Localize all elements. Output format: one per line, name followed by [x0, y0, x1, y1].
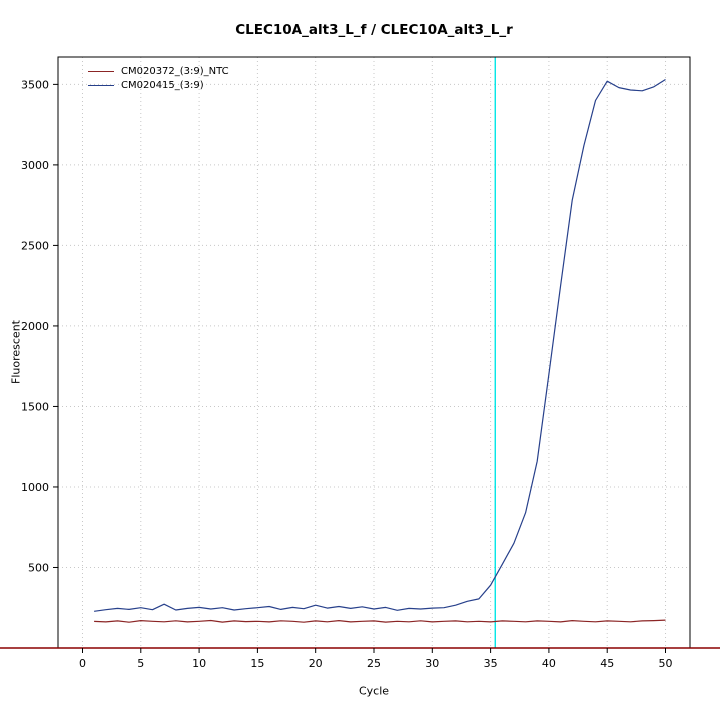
x-axis-label: Cycle [358, 684, 390, 698]
x-tick-label: 15 [250, 657, 264, 670]
x-tick-label: 30 [425, 657, 439, 670]
y-tick-label: 1500 [21, 400, 49, 413]
chart-title: CLEC10A_alt3_L_f / CLEC10A_alt3_L_r [235, 22, 513, 38]
y-tick-label: 2000 [21, 320, 49, 333]
legend-line-swatch-ntc [88, 71, 114, 72]
legend-entry-ntc: CM020372_(3:9)_NTC [88, 65, 229, 78]
y-tick-label: 3000 [21, 159, 49, 172]
y-axis-label: Fluorescent [9, 320, 23, 384]
x-tick-label: 0 [79, 657, 86, 670]
y-tick-label: 2500 [21, 239, 49, 252]
x-tick-label: 10 [192, 657, 206, 670]
series-line-0 [94, 619, 666, 623]
x-tick-label: 35 [484, 657, 498, 670]
series-line-1 [94, 78, 666, 612]
legend-entry-sample: CM020415_(3:9) [88, 79, 229, 92]
x-tick-label: 50 [659, 657, 673, 670]
legend: CM020372_(3:9)_NTC CM020415_(3:9) [88, 65, 229, 92]
legend-label-ntc: CM020372_(3:9)_NTC [121, 66, 229, 77]
x-tick-label: 40 [542, 657, 556, 670]
y-tick-label: 1000 [21, 481, 49, 494]
x-tick-label: 45 [600, 657, 614, 670]
legend-line-swatch-sample [88, 85, 114, 86]
x-tick-label: 20 [309, 657, 323, 670]
x-tick-label: 25 [367, 657, 381, 670]
y-tick-label: 500 [28, 561, 49, 574]
y-tick-label: 3500 [21, 78, 49, 91]
x-tick-label: 5 [137, 657, 144, 670]
legend-label-sample: CM020415_(3:9) [121, 80, 204, 91]
